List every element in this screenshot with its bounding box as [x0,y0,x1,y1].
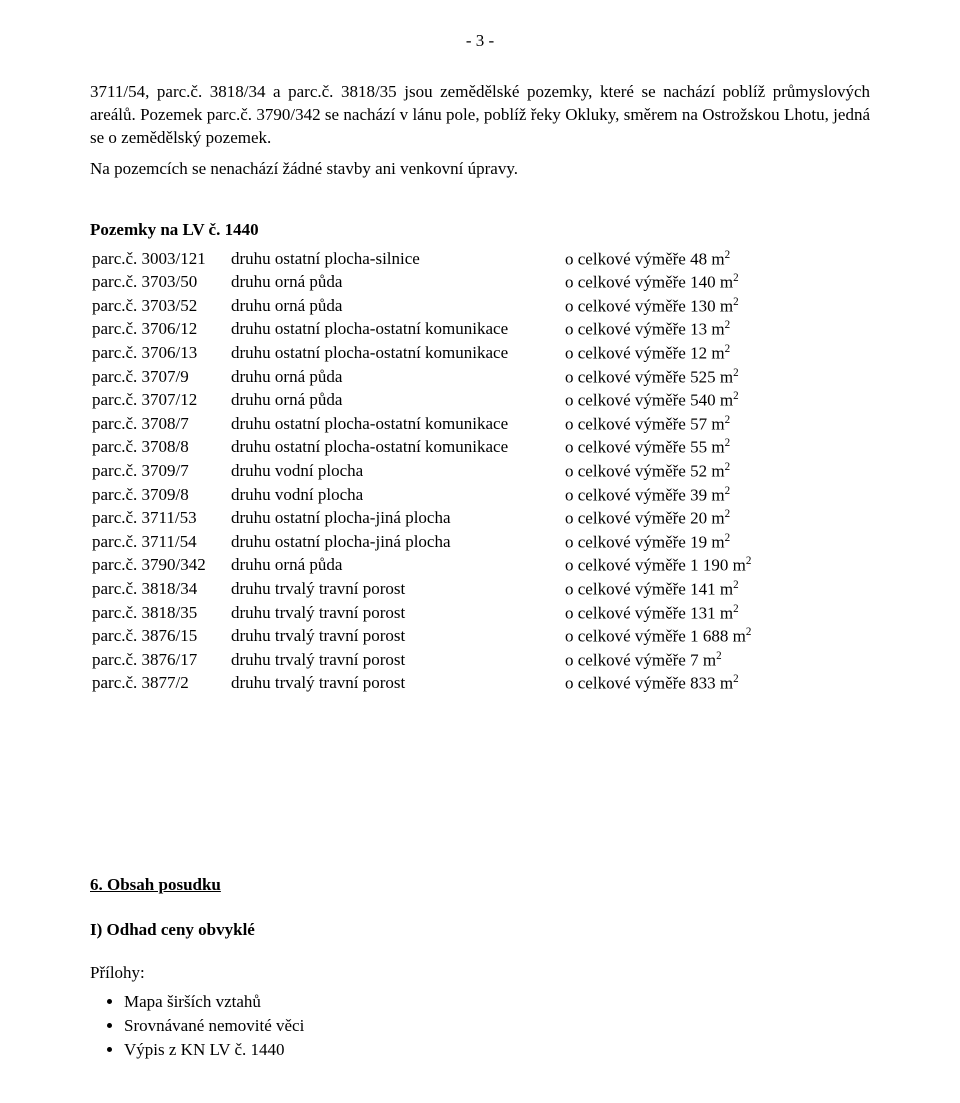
parcel-type: druhu orná půda [229,271,563,295]
attachments-list: Mapa širších vztahůSrovnávané nemovité v… [90,991,870,1062]
parcel-number: parc.č. 3709/8 [90,484,229,508]
table-row: parc.č. 3706/13druhu ostatní plocha-osta… [90,342,870,366]
parcels-table: parc.č. 3003/121druhu ostatní plocha-sil… [90,248,870,696]
table-row: parc.č. 3711/54druhu ostatní plocha-jiná… [90,531,870,555]
table-row: parc.č. 3708/7druhu ostatní plocha-ostat… [90,413,870,437]
parcel-number: parc.č. 3790/342 [90,554,229,578]
parcel-type: druhu ostatní plocha-ostatní komunikace [229,342,563,366]
table-row: parc.č. 3703/50druhu orná půdao celkové … [90,271,870,295]
table-row: parc.č. 3818/34druhu trvalý travní poros… [90,578,870,602]
parcel-area: o celkové výměře 39 m2 [563,484,870,508]
parcel-area: o celkové výměře 1 688 m2 [563,625,870,649]
parcel-area: o celkové výměře 19 m2 [563,531,870,555]
parcel-area: o celkové výměře 52 m2 [563,460,870,484]
list-item: Srovnávané nemovité věci [124,1015,870,1038]
parcel-number: parc.č. 3818/35 [90,602,229,626]
parcel-number: parc.č. 3876/17 [90,649,229,673]
attachments-label: Přílohy: [90,962,870,985]
parcel-area: o celkové výměře 13 m2 [563,318,870,342]
parcel-type: druhu ostatní plocha-ostatní komunikace [229,436,563,460]
table-row: parc.č. 3003/121druhu ostatní plocha-sil… [90,248,870,272]
parcel-number: parc.č. 3709/7 [90,460,229,484]
subsection-I-title: I) Odhad ceny obvyklé [90,919,870,942]
parcel-type: druhu orná půda [229,295,563,319]
parcel-area: o celkové výměře 57 m2 [563,413,870,437]
parcel-area: o celkové výměře 833 m2 [563,672,870,696]
table-row: parc.č. 3707/9druhu orná půdao celkové v… [90,366,870,390]
section-title-pozemky: Pozemky na LV č. 1440 [90,219,870,242]
parcel-area: o celkové výměře 48 m2 [563,248,870,272]
parcel-number: parc.č. 3003/121 [90,248,229,272]
parcel-type: druhu vodní plocha [229,460,563,484]
parcel-type: druhu orná půda [229,366,563,390]
parcel-type: druhu trvalý travní porost [229,578,563,602]
parcel-area: o celkové výměře 7 m2 [563,649,870,673]
parcel-area: o celkové výměře 12 m2 [563,342,870,366]
parcel-type: druhu ostatní plocha-ostatní komunikace [229,413,563,437]
parcel-area: o celkové výměře 20 m2 [563,507,870,531]
table-row: parc.č. 3708/8druhu ostatní plocha-ostat… [90,436,870,460]
parcel-type: druhu ostatní plocha-ostatní komunikace [229,318,563,342]
parcel-number: parc.č. 3706/12 [90,318,229,342]
parcel-type: druhu trvalý travní porost [229,625,563,649]
section-6-title: 6. Obsah posudku [90,874,870,897]
parcel-area: o celkové výměře 140 m2 [563,271,870,295]
table-row: parc.č. 3703/52druhu orná půdao celkové … [90,295,870,319]
list-item: Výpis z KN LV č. 1440 [124,1039,870,1062]
paragraph-1: 3711/54, parc.č. 3818/34 a parc.č. 3818/… [90,81,870,150]
parcel-area: o celkové výměře 131 m2 [563,602,870,626]
table-row: parc.č. 3876/15druhu trvalý travní poros… [90,625,870,649]
parcel-number: parc.č. 3708/7 [90,413,229,437]
parcel-type: druhu ostatní plocha-jiná plocha [229,507,563,531]
parcel-number: parc.č. 3703/52 [90,295,229,319]
parcel-type: druhu orná půda [229,389,563,413]
table-row: parc.č. 3818/35druhu trvalý travní poros… [90,602,870,626]
parcel-number: parc.č. 3711/53 [90,507,229,531]
parcel-area: o celkové výměře 525 m2 [563,366,870,390]
parcel-type: druhu trvalý travní porost [229,649,563,673]
parcel-area: o celkové výměře 141 m2 [563,578,870,602]
parcel-number: parc.č. 3877/2 [90,672,229,696]
parcel-number: parc.č. 3818/34 [90,578,229,602]
parcel-number: parc.č. 3876/15 [90,625,229,649]
list-item: Mapa širších vztahů [124,991,870,1014]
table-row: parc.č. 3877/2druhu trvalý travní porost… [90,672,870,696]
table-row: parc.č. 3711/53druhu ostatní plocha-jiná… [90,507,870,531]
parcel-type: druhu orná půda [229,554,563,578]
parcel-type: druhu trvalý travní porost [229,602,563,626]
parcel-area: o celkové výměře 540 m2 [563,389,870,413]
table-row: parc.č. 3709/7druhu vodní plochao celkov… [90,460,870,484]
table-row: parc.č. 3709/8druhu vodní plochao celkov… [90,484,870,508]
table-row: parc.č. 3706/12druhu ostatní plocha-osta… [90,318,870,342]
parcel-number: parc.č. 3703/50 [90,271,229,295]
parcel-type: druhu ostatní plocha-silnice [229,248,563,272]
parcel-number: parc.č. 3707/12 [90,389,229,413]
table-row: parc.č. 3876/17druhu trvalý travní poros… [90,649,870,673]
parcel-type: druhu vodní plocha [229,484,563,508]
parcel-type: druhu trvalý travní porost [229,672,563,696]
parcel-number: parc.č. 3706/13 [90,342,229,366]
parcel-number: parc.č. 3707/9 [90,366,229,390]
paragraph-2: Na pozemcích se nenachází žádné stavby a… [90,158,870,181]
page-number: - 3 - [90,30,870,53]
parcel-number: parc.č. 3708/8 [90,436,229,460]
table-row: parc.č. 3790/342druhu orná půdao celkové… [90,554,870,578]
parcel-number: parc.č. 3711/54 [90,531,229,555]
parcel-type: druhu ostatní plocha-jiná plocha [229,531,563,555]
parcel-area: o celkové výměře 130 m2 [563,295,870,319]
parcel-area: o celkové výměře 1 190 m2 [563,554,870,578]
parcel-area: o celkové výměře 55 m2 [563,436,870,460]
table-row: parc.č. 3707/12druhu orná půdao celkové … [90,389,870,413]
